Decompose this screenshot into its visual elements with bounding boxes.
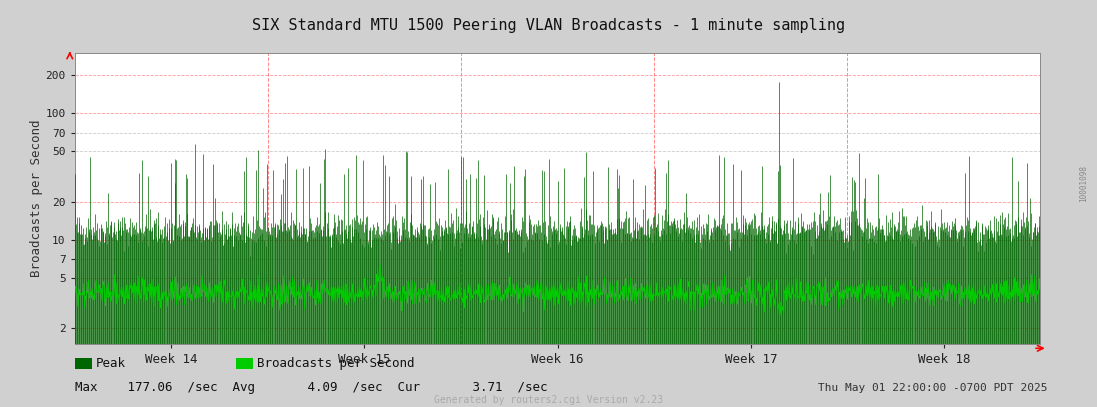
Text: Thu May 01 22:00:00 -0700 PDT 2025: Thu May 01 22:00:00 -0700 PDT 2025: [818, 383, 1048, 393]
Text: 10001098: 10001098: [1079, 165, 1088, 201]
Y-axis label: Broadcasts per Second: Broadcasts per Second: [30, 120, 43, 277]
Text: Peak: Peak: [95, 357, 125, 370]
Text: Max    177.06  /sec  Avg       4.09  /sec  Cur       3.71  /sec: Max 177.06 /sec Avg 4.09 /sec Cur 3.71 /…: [75, 381, 547, 394]
Text: Broadcasts per Second: Broadcasts per Second: [257, 357, 415, 370]
Text: SIX Standard MTU 1500 Peering VLAN Broadcasts - 1 minute sampling: SIX Standard MTU 1500 Peering VLAN Broad…: [252, 18, 845, 33]
Text: Generated by routers2.cgi Version v2.23: Generated by routers2.cgi Version v2.23: [434, 395, 663, 405]
